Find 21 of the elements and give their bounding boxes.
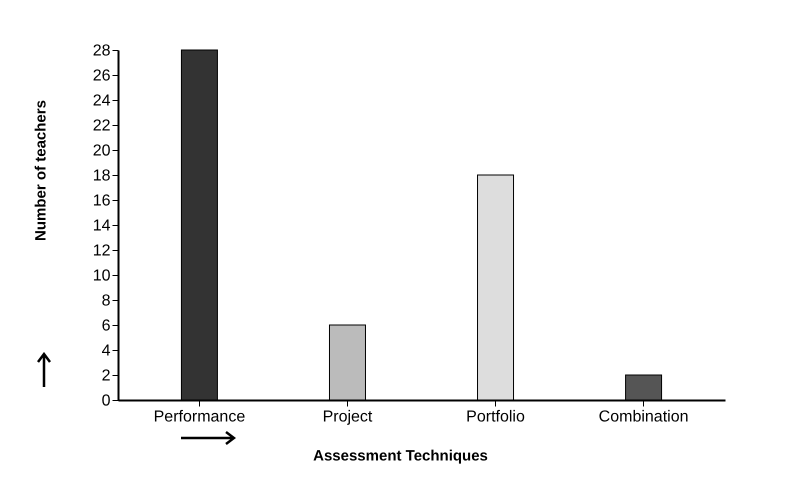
x-tick-label: Combination xyxy=(598,408,688,426)
y-tick-label: 26 xyxy=(92,68,111,84)
x-tick-label: Performance xyxy=(154,408,246,426)
x-axis-title: Assessment Techniques xyxy=(313,448,488,464)
y-tick-label: 6 xyxy=(102,318,111,334)
y-tick-label: 10 xyxy=(92,268,111,284)
y-axis-title: Number of teachers xyxy=(32,100,50,241)
y-tick-label: 20 xyxy=(92,142,111,160)
y-tick-label: 16 xyxy=(92,192,111,210)
y-tick-label: 4 xyxy=(102,342,111,360)
y-tick-label: 8 xyxy=(102,292,111,310)
y-tick-label: 14 xyxy=(92,218,111,234)
y-tick-label: 12 xyxy=(92,242,111,260)
y-tick-label: 2 xyxy=(102,368,111,384)
x-tick-label: Project xyxy=(322,408,373,426)
y-tick-label: 22 xyxy=(92,118,111,134)
y-tick-label: 18 xyxy=(92,168,111,184)
x-tick-label: Portfolio xyxy=(466,408,525,426)
y-tick-label: 28 xyxy=(92,42,111,60)
y-tick-label: 0 xyxy=(102,392,111,410)
y-tick-label: 24 xyxy=(92,92,111,110)
